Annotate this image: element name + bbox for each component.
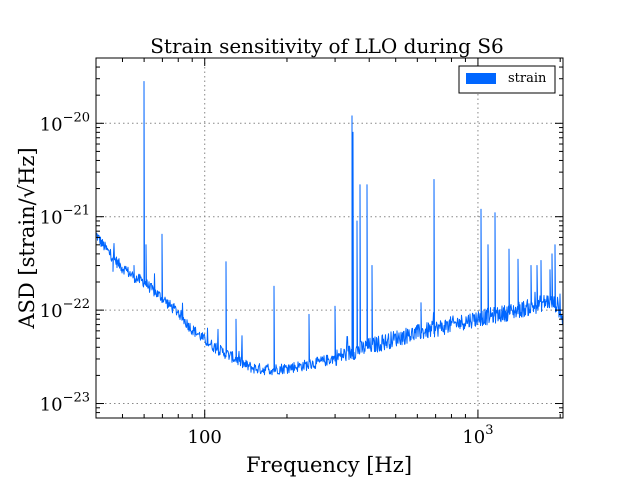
x-axis-label: Frequency [Hz] (246, 453, 412, 477)
series-strain-line (96, 81, 563, 376)
x-tick-label: 100 (188, 427, 222, 448)
legend-label-strain: strain (508, 71, 547, 86)
y-axis-label: ASD [strain/√Hz] (15, 147, 39, 329)
y-tick-label: 10−20 (40, 110, 90, 135)
plot-frame (95, 57, 564, 419)
tick-marks (96, 58, 563, 418)
y-tick-label: 10−22 (40, 297, 90, 322)
y-tick-labels: 10−23 10−22 10−21 10−20 (40, 110, 90, 415)
x-tick-labels: 100 103 (188, 423, 494, 448)
legend-swatch-strain (466, 73, 496, 84)
chart-title: Strain sensitivity of LLO during S6 (150, 34, 504, 58)
y-tick-label: 10−23 (40, 391, 90, 416)
grid (96, 58, 563, 418)
x-tick-label: 103 (462, 423, 493, 448)
legend: strain (458, 65, 556, 94)
y-tick-label: 10−21 (40, 204, 90, 229)
